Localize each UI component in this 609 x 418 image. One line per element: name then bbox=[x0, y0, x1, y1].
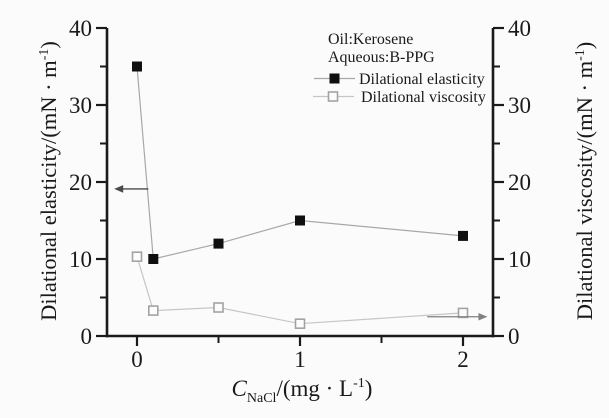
y-right-title-main: Dilational viscosity/(mN · m bbox=[572, 60, 597, 320]
legend-header-aqueous: Aqueous:B-PPG bbox=[328, 49, 435, 66]
axis-pointer-arrows bbox=[114, 185, 488, 321]
y-right-tick-label: 20 bbox=[508, 170, 531, 195]
y-right-tick-label: 30 bbox=[508, 93, 531, 118]
x-axis-title-superscript: -1 bbox=[353, 376, 365, 391]
dilational-viscosity-marker bbox=[457, 307, 469, 319]
y-right-title-close: ) bbox=[572, 42, 597, 50]
y-left-title-superscript: -1 bbox=[37, 49, 52, 61]
x-axis-title-subscript: NaCl bbox=[247, 391, 277, 406]
legend-item-viscosity: Dilational viscosity bbox=[313, 89, 486, 106]
legend-viscosity-label: Dilational viscosity bbox=[361, 89, 486, 106]
dilational-viscosity-line bbox=[136, 256, 464, 325]
y-left-tick-label: 10 bbox=[69, 247, 92, 272]
legend-header-oil: Oil:Kerosene bbox=[328, 31, 413, 48]
y-right-title-superscript: -1 bbox=[573, 49, 588, 61]
y-right-tick-label: 10 bbox=[508, 247, 531, 272]
x-tick-label: 0 bbox=[131, 347, 143, 372]
legend-elasticity-label: Dilational elasticity bbox=[359, 71, 485, 88]
legend: Oil:Kerosene Aqueous:B-PPG Dilational el… bbox=[313, 31, 486, 106]
dilational-viscosity-marker bbox=[131, 251, 143, 262]
y-right-tick-label: 0 bbox=[508, 324, 520, 349]
y-right-tick-label: 40 bbox=[508, 16, 531, 41]
legend-item-elasticity: Dilational elasticity bbox=[314, 71, 485, 88]
y-left-tick-label: 40 bbox=[69, 16, 92, 41]
right-arrow-head-icon bbox=[478, 312, 488, 321]
dilational-viscosity-marker bbox=[147, 305, 159, 316]
x-tick-label: 1 bbox=[294, 347, 306, 372]
y-left-tick-label: 0 bbox=[81, 324, 93, 349]
x-axis-title-close: ) bbox=[365, 376, 373, 401]
tick-labels: 0 0 10 10 20 20 30 30 40 40 0 1 2 bbox=[69, 16, 531, 372]
data-series bbox=[131, 61, 469, 329]
y-left-title-main: Dilational elasticity/(mN · m bbox=[36, 60, 61, 321]
dilational-elasticity-marker bbox=[295, 215, 305, 226]
x-axis-title: CNaCl/(mg · L-1) bbox=[232, 376, 373, 406]
dilational-viscosity-marker bbox=[213, 302, 224, 313]
y-axis-right-title: Dilational viscosity/(mN · m-1) bbox=[572, 42, 597, 321]
dilational-elasticity-marker bbox=[458, 230, 469, 241]
y-left-tick-label: 30 bbox=[69, 93, 92, 118]
left-arrow-head-icon bbox=[114, 185, 124, 193]
legend-viscosity-marker-icon bbox=[327, 91, 339, 102]
tick-marks bbox=[96, 26, 504, 346]
x-axis-title-variable: C bbox=[232, 376, 248, 401]
y-left-title-close: ) bbox=[36, 41, 61, 49]
dilational-viscosity-marker bbox=[294, 318, 306, 329]
dilational-elasticity-marker bbox=[131, 61, 142, 72]
legend-elasticity-marker-icon bbox=[329, 73, 340, 84]
y-left-tick-label: 20 bbox=[69, 170, 92, 195]
dilational-elasticity-marker bbox=[213, 238, 224, 249]
y-axis-left-title: Dilational elasticity/(mN · m-1) bbox=[36, 41, 61, 321]
x-axis-title-units: /(mg · L bbox=[276, 376, 353, 401]
x-tick-label: 2 bbox=[457, 347, 469, 372]
dilational-elasticity-marker bbox=[148, 254, 159, 264]
